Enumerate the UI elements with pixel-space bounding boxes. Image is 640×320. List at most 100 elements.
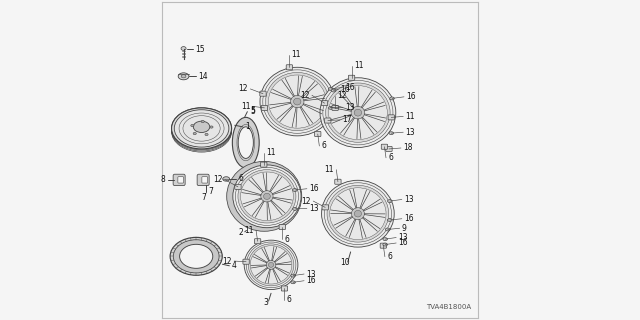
Ellipse shape <box>210 126 213 128</box>
FancyBboxPatch shape <box>324 118 331 123</box>
Ellipse shape <box>328 87 333 90</box>
Text: 6: 6 <box>287 295 292 304</box>
FancyBboxPatch shape <box>322 205 328 210</box>
Text: 16: 16 <box>404 214 413 223</box>
Ellipse shape <box>383 243 387 246</box>
Text: 6: 6 <box>285 235 289 244</box>
FancyBboxPatch shape <box>197 174 209 186</box>
Text: 3: 3 <box>264 298 269 307</box>
Text: 16: 16 <box>307 276 316 285</box>
Ellipse shape <box>326 83 390 142</box>
Text: 11: 11 <box>244 226 254 235</box>
Text: 16: 16 <box>399 238 408 247</box>
Text: 6: 6 <box>387 252 392 261</box>
Text: 7: 7 <box>208 188 213 196</box>
FancyBboxPatch shape <box>286 65 292 70</box>
Ellipse shape <box>223 177 230 181</box>
FancyBboxPatch shape <box>243 259 249 264</box>
Text: 5: 5 <box>250 106 255 115</box>
Text: 11: 11 <box>292 50 301 59</box>
Ellipse shape <box>201 120 204 123</box>
Ellipse shape <box>266 72 329 131</box>
Ellipse shape <box>355 210 362 217</box>
Text: 16: 16 <box>340 85 350 94</box>
FancyBboxPatch shape <box>315 132 321 137</box>
Ellipse shape <box>193 121 210 132</box>
FancyBboxPatch shape <box>202 177 207 183</box>
Text: 12: 12 <box>239 84 248 93</box>
Ellipse shape <box>330 188 386 240</box>
Ellipse shape <box>181 75 186 78</box>
Text: 12: 12 <box>222 257 232 266</box>
Text: 17: 17 <box>342 116 351 124</box>
Ellipse shape <box>291 281 295 284</box>
FancyBboxPatch shape <box>335 179 341 184</box>
Ellipse shape <box>291 95 304 108</box>
Ellipse shape <box>205 133 208 136</box>
FancyBboxPatch shape <box>332 105 339 110</box>
Text: 6: 6 <box>388 153 393 162</box>
FancyBboxPatch shape <box>282 286 287 291</box>
Ellipse shape <box>227 161 301 231</box>
Ellipse shape <box>233 165 301 228</box>
Ellipse shape <box>292 188 297 191</box>
Text: 8: 8 <box>161 175 165 184</box>
FancyBboxPatch shape <box>279 225 285 229</box>
Text: 13: 13 <box>345 103 355 112</box>
Text: 12: 12 <box>301 196 311 205</box>
Text: 6: 6 <box>321 141 326 150</box>
Text: 11: 11 <box>354 61 364 70</box>
Ellipse shape <box>390 97 394 100</box>
Ellipse shape <box>320 78 396 148</box>
Ellipse shape <box>264 193 270 199</box>
Text: 10: 10 <box>340 258 350 267</box>
FancyBboxPatch shape <box>381 144 388 149</box>
Ellipse shape <box>351 208 364 220</box>
Ellipse shape <box>292 208 297 210</box>
Text: 2: 2 <box>238 228 243 236</box>
Ellipse shape <box>181 47 186 51</box>
FancyBboxPatch shape <box>348 75 355 80</box>
Ellipse shape <box>178 73 189 80</box>
Ellipse shape <box>170 237 222 275</box>
FancyBboxPatch shape <box>260 162 267 167</box>
FancyBboxPatch shape <box>173 174 185 186</box>
Ellipse shape <box>351 106 365 119</box>
Text: 5: 5 <box>250 107 255 116</box>
FancyBboxPatch shape <box>261 105 268 110</box>
FancyBboxPatch shape <box>260 91 266 96</box>
Text: 1: 1 <box>245 122 250 131</box>
FancyBboxPatch shape <box>386 147 392 151</box>
Ellipse shape <box>268 262 274 267</box>
Ellipse shape <box>332 89 336 92</box>
Ellipse shape <box>354 109 362 116</box>
Ellipse shape <box>238 170 296 223</box>
Text: 16: 16 <box>309 184 319 193</box>
Ellipse shape <box>193 132 196 135</box>
Ellipse shape <box>246 170 301 223</box>
Text: 14: 14 <box>198 72 208 81</box>
Text: 11: 11 <box>324 165 334 174</box>
Ellipse shape <box>385 228 390 231</box>
Ellipse shape <box>238 127 253 158</box>
FancyBboxPatch shape <box>235 184 241 189</box>
Text: 4: 4 <box>232 261 237 270</box>
Ellipse shape <box>173 240 219 273</box>
Text: 16: 16 <box>345 83 355 92</box>
Text: 6: 6 <box>239 174 244 183</box>
Text: 12: 12 <box>214 175 223 184</box>
Text: 13: 13 <box>309 204 319 213</box>
Ellipse shape <box>268 75 326 128</box>
FancyBboxPatch shape <box>255 239 260 244</box>
Ellipse shape <box>389 132 394 135</box>
Ellipse shape <box>174 110 229 147</box>
Ellipse shape <box>327 185 388 242</box>
Text: 16: 16 <box>406 92 416 101</box>
Ellipse shape <box>244 240 298 290</box>
Ellipse shape <box>191 124 194 127</box>
Text: 13: 13 <box>307 269 316 278</box>
Text: 11: 11 <box>266 148 275 157</box>
Text: TVA4B1800A: TVA4B1800A <box>426 304 472 310</box>
FancyBboxPatch shape <box>380 243 387 248</box>
Text: 11: 11 <box>406 112 415 121</box>
